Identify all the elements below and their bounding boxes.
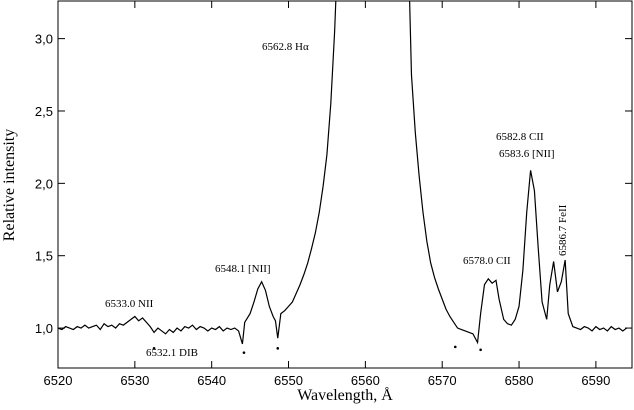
x-tick-label: 6520 (44, 373, 73, 388)
x-tick-label: 6570 (428, 373, 457, 388)
y-axis-label: Relative intensity (1, 129, 18, 241)
y-tick-label: 3,0 (35, 32, 53, 47)
feature-dot (152, 347, 156, 350)
feature-dot (276, 347, 280, 350)
y-tick-label: 2,5 (35, 104, 53, 119)
annotation: 6586.7 FeII (557, 204, 569, 256)
feature-dot (242, 351, 246, 354)
y-tick-label: 2,0 (35, 176, 53, 191)
feature-dot (479, 348, 482, 352)
annotation: 6583.6 [NII] (499, 148, 555, 160)
y-tick-label: 1,5 (35, 249, 53, 264)
annotation: 6582.8 CII (496, 131, 544, 143)
x-tick-label: 6560 (351, 373, 380, 388)
x-tick-label: 6590 (581, 373, 610, 388)
spectrum-line (58, 1, 627, 345)
x-tick-label: 6580 (505, 373, 534, 388)
x-axis-label: Wavelength, Å (297, 386, 393, 404)
plot-frame (57, 0, 633, 369)
x-tick-label: 6550 (274, 373, 303, 388)
annotation: 6533.0 NII (105, 298, 154, 310)
y-tick-label: 1,0 (35, 321, 53, 336)
x-tick-label: 6530 (120, 373, 149, 388)
annotation: 6562.8 Hα (262, 41, 309, 53)
annotation: 6532.1 DIB (146, 347, 198, 359)
x-tick-label: 6540 (197, 373, 226, 388)
feature-dot (453, 345, 457, 349)
annotation: 6578.0 CII (463, 255, 511, 267)
annotation: 6548.1 [NII] (215, 263, 271, 275)
